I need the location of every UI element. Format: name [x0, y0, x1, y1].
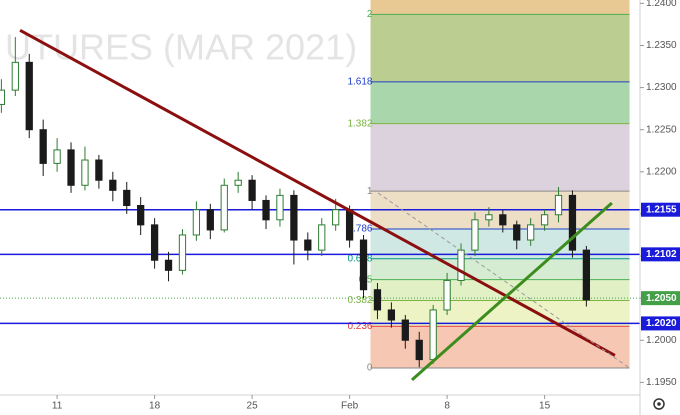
candle-body: [513, 224, 521, 241]
price-label-box: [641, 202, 680, 217]
candle-body: [192, 209, 201, 236]
last-price-label: 1.2050: [646, 293, 677, 304]
candle-body: [373, 289, 382, 311]
y-tick-label: 1.2350: [646, 40, 677, 51]
fib-label: 0.786: [347, 224, 372, 235]
candle-body: [345, 209, 354, 241]
candle-body: [429, 309, 437, 361]
last-price-label-box: [641, 291, 680, 306]
candle-body: [150, 224, 159, 261]
trend-line: [377, 192, 630, 369]
candle-body: [220, 184, 228, 231]
candle-body: [11, 61, 19, 91]
x-tick-label: 25: [247, 401, 259, 412]
candle-body: [109, 179, 117, 191]
y-tick-label: 1.2300: [646, 82, 677, 93]
x-tick-label: Feb: [341, 401, 359, 412]
candle-body: [443, 279, 451, 311]
x-tick-label: 11: [52, 401, 63, 412]
gear[interactable]: [653, 398, 665, 410]
fib-zone: [370, 81, 630, 124]
fib-label: 1.618: [347, 77, 372, 88]
price-label-box: [641, 247, 680, 262]
candle-body: [234, 179, 242, 186]
fib-label: 0: [367, 363, 373, 374]
fib-zone: [370, 258, 630, 280]
candle-body: [25, 61, 33, 131]
candle-body: [164, 259, 173, 271]
candle-body: [95, 159, 103, 181]
candle-body: [137, 205, 145, 226]
candle-body: [540, 214, 549, 226]
gear-center[interactable]: [657, 402, 661, 406]
y-tick-label: 1.2200: [646, 166, 677, 177]
candle-body: [332, 209, 340, 226]
candle-body: [415, 339, 423, 361]
candle-body: [318, 224, 326, 251]
candle-body: [262, 199, 270, 221]
candle-body: [276, 194, 284, 221]
fib-label: 2: [367, 9, 373, 20]
y-tick-label: 1.2250: [646, 124, 677, 135]
fib-zone: [370, 123, 630, 192]
fib-zone: [370, 14, 630, 82]
candle-body: [401, 319, 409, 341]
fib-zone: [370, 279, 630, 301]
fib-label: 1: [367, 186, 373, 197]
fib-zone: [370, 326, 630, 369]
x-tick-label: 8: [444, 401, 450, 412]
candle-body: [499, 214, 507, 226]
price-label: 1.2020: [646, 318, 677, 329]
candle-body: [527, 224, 535, 241]
watermark: UTURES (MAR 2021): [5, 27, 357, 68]
candle-body: [67, 149, 75, 186]
candle-body: [387, 309, 396, 321]
candle-body: [471, 219, 479, 251]
price-label: 1.2155: [646, 204, 677, 215]
candle-body: [554, 194, 563, 216]
fib-label: 1.382: [347, 118, 372, 129]
fib-zone: [370, 0, 630, 15]
candle-body: [0, 89, 6, 105]
candle-body: [39, 129, 47, 164]
x-tick-label: 15: [539, 401, 551, 412]
candle-body: [568, 194, 577, 251]
fib-label: 0.382: [347, 295, 372, 306]
candle-body: [304, 239, 312, 251]
candle-body: [206, 209, 214, 231]
fib-label: 0.236: [347, 321, 372, 332]
price-label-box: [641, 316, 680, 331]
candle-body: [81, 159, 89, 186]
candle-body: [457, 249, 465, 281]
price-label: 1.2102: [646, 249, 677, 260]
settings-icon[interactable]: [653, 398, 665, 410]
trend-line: [19, 29, 616, 357]
candle-body: [123, 189, 131, 207]
y-tick-label: 1.1950: [646, 377, 677, 388]
candle-body: [290, 194, 298, 241]
candle-body: [359, 239, 368, 291]
candle-body: [178, 234, 187, 271]
candle-body: [248, 179, 256, 201]
trend-line: [411, 201, 613, 381]
x-tick-label: 18: [149, 401, 161, 412]
candle-body: [485, 214, 493, 221]
plot-area: UTURES (MAR 2021)00.2360.3820.50.6180.78…: [0, 0, 640, 381]
candle-body: [582, 249, 591, 301]
y-tick-label: 1.2000: [646, 335, 677, 346]
candle-body: [53, 149, 61, 164]
y-tick-label: 1.2400: [646, 0, 677, 9]
fib-zone: [370, 300, 630, 327]
